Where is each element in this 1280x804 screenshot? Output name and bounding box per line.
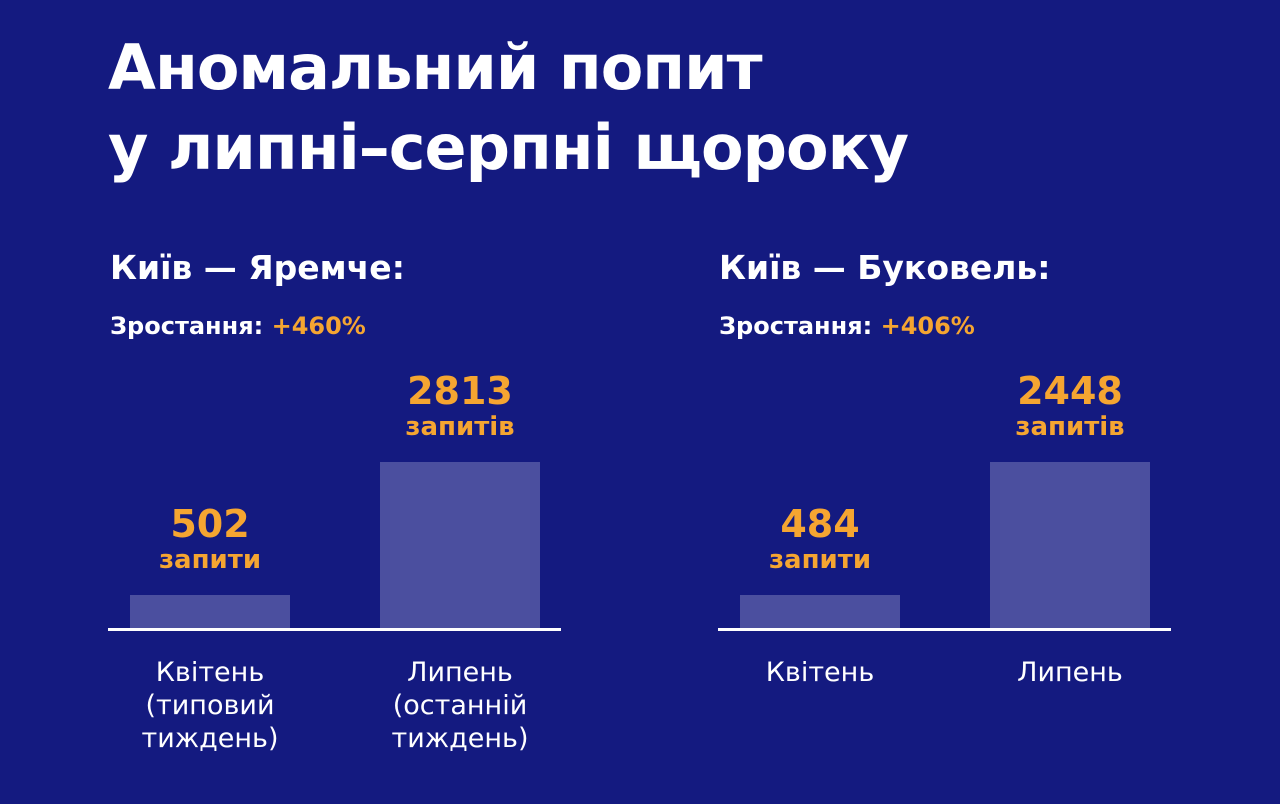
chart-2-growth: Зростання: +406% [719,312,975,340]
bar-1 [380,462,540,628]
bar-0 [740,595,900,628]
bar-0 [130,595,290,628]
value-label: 502 запити [100,503,320,575]
value-unit: запитів [405,412,515,442]
baseline [108,628,561,631]
growth-label: Зростання: [110,312,264,340]
chart-2-title: Київ — Буковель: [719,248,1051,287]
category-label: Квітень [765,657,875,688]
value-label: 2813 запитів [350,370,570,442]
title-line-1: Аномальний попит [108,31,763,104]
value-label: 484 запити [710,503,930,575]
page-title: Аномальний попит у липні–серпні щороку [108,28,909,188]
chart-1-title: Київ — Яремче: [110,248,405,287]
growth-value: +460% [271,312,366,340]
title-line-2: у липні–серпні щороку [108,111,909,184]
value-unit: запити [158,545,262,575]
bar-1 [990,462,1150,628]
category-label: Липень [1017,657,1123,688]
value-number: 484 [780,502,860,546]
growth-value: +406% [880,312,975,340]
growth-label: Зростання: [719,312,873,340]
category-label: Квітень (типовий тиждень) [141,657,279,754]
value-number: 502 [170,502,250,546]
baseline [718,628,1171,631]
value-unit: запити [768,545,872,575]
value-label: 2448 запитів [960,370,1180,442]
chart-1-growth: Зростання: +460% [110,312,366,340]
value-unit: запитів [1015,412,1125,442]
category-label: Липень (останній тиждень) [391,657,529,754]
value-number: 2448 [1017,369,1123,413]
chart-kyiv-yaremche: 502 запити Квітень (типовий тиждень) 2813 за… [108,340,568,804]
chart-kyiv-bukovel: 484 запити Квітень 2448 запитів Липень [718,340,1178,804]
value-number: 2813 [407,369,513,413]
